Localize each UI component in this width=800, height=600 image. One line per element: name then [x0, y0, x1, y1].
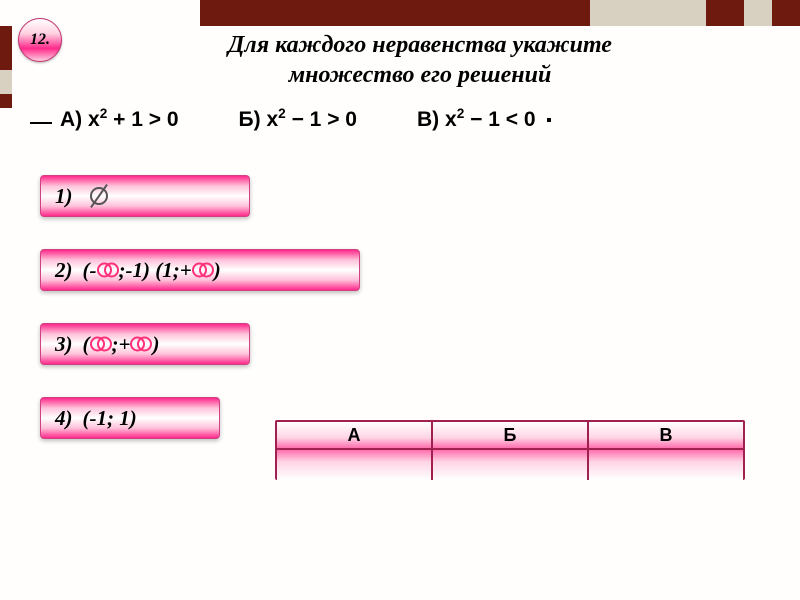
decor-side-seg — [0, 26, 12, 70]
decor-top-seg — [744, 0, 772, 26]
title-line-2: множество его решений — [289, 62, 552, 88]
ineq-c-label: В) — [417, 108, 439, 131]
inequality-c: В) x2 − 1 < 0 — [417, 106, 551, 132]
ineq-a-expr: x2 + 1 > 0 — [88, 108, 179, 131]
question-number: 12. — [30, 31, 50, 49]
table-header-a: А — [277, 422, 433, 448]
table-header-c: В — [589, 422, 743, 448]
title-line-1: Для каждого неравенства укажите — [228, 32, 612, 58]
infinity-icon — [192, 263, 214, 277]
option-label: 2) — [55, 258, 73, 283]
ineq-a-label: А) — [60, 108, 82, 131]
decor-side-seg — [0, 94, 12, 108]
option-label: 4) — [55, 406, 73, 431]
table-cell-c[interactable] — [589, 450, 743, 480]
option-content: ( ;+ ) — [83, 332, 160, 357]
inequality-a: А) x2 + 1 > 0 — [60, 106, 179, 132]
inequality-b: Б) x2 − 1 > 0 — [239, 106, 357, 132]
decor-top-bar — [0, 0, 800, 26]
ineq-b-expr: x2 − 1 > 0 — [266, 108, 357, 131]
option-content: (- ;-1) (1;+ ) — [83, 258, 221, 283]
table-body-row — [277, 450, 743, 478]
inequalities-row: А) x2 + 1 > 0 Б) x2 − 1 > 0 В) x2 − 1 < … — [30, 106, 770, 132]
ineq-c-expr: x2 − 1 < 0 — [445, 108, 536, 131]
decor-top-seg — [706, 0, 744, 26]
decor-side-bar — [0, 26, 12, 146]
decor-top-seg — [590, 0, 706, 26]
option-3[interactable]: 3) ( ;+ ) — [40, 323, 250, 365]
option-label: 1) — [55, 184, 73, 209]
leading-dash — [30, 122, 52, 124]
option-content — [83, 184, 111, 208]
question-number-badge: 12. — [18, 18, 62, 62]
option-1[interactable]: 1) — [40, 175, 250, 217]
option-2[interactable]: 2) (- ;-1) (1;+ ) — [40, 249, 360, 291]
question-title: Для каждого неравенства укажите множеств… — [70, 30, 770, 90]
option-content: (-1; 1) — [83, 406, 137, 431]
table-cell-a[interactable] — [277, 450, 433, 480]
infinity-icon — [130, 337, 152, 351]
empty-set-icon — [87, 184, 111, 208]
option-label: 3) — [55, 332, 73, 357]
answer-table: А Б В — [275, 420, 745, 480]
option-4[interactable]: 4) (-1; 1) — [40, 397, 220, 439]
decor-side-seg — [0, 70, 12, 94]
decor-top-seg — [200, 0, 590, 26]
trailing-dot — [547, 118, 551, 122]
table-header-b: Б — [433, 422, 589, 448]
infinity-icon — [90, 337, 112, 351]
decor-top-seg — [772, 0, 800, 26]
table-cell-b[interactable] — [433, 450, 589, 480]
ineq-b-label: Б) — [239, 108, 261, 131]
infinity-icon — [97, 263, 119, 277]
table-header-row: А Б В — [277, 422, 743, 450]
